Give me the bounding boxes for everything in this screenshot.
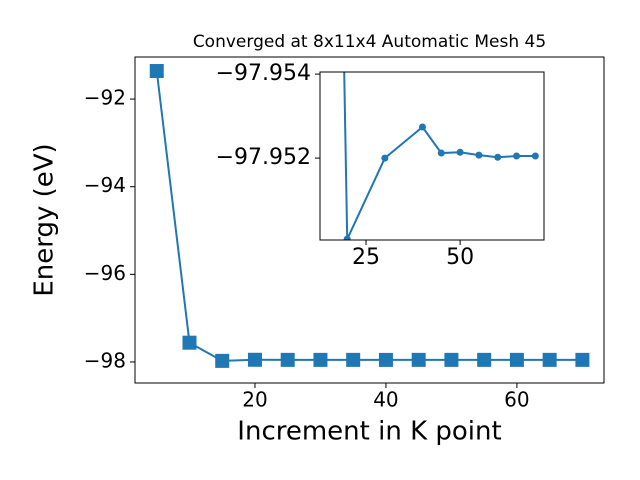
y-tick-label: −98 — [84, 348, 126, 372]
marker — [575, 352, 590, 367]
x-tick-label: 60 — [504, 388, 529, 412]
marker — [475, 151, 483, 159]
marker — [477, 352, 492, 367]
marker — [418, 123, 426, 131]
y-tick-label: −92 — [84, 86, 126, 110]
marker — [182, 335, 197, 350]
marker — [437, 149, 445, 157]
marker — [456, 148, 464, 156]
x-tick-label: 20 — [242, 388, 267, 412]
axes-frame — [319, 71, 545, 241]
marker — [346, 352, 361, 367]
x-tick-label: 25 — [352, 245, 380, 270]
marker — [531, 152, 539, 160]
marker — [215, 353, 230, 368]
marker — [513, 152, 521, 160]
marker — [509, 352, 524, 367]
y-tick-label: −94 — [84, 173, 126, 197]
x-tick-label: 40 — [373, 388, 398, 412]
marker — [313, 352, 328, 367]
y-tick-label: −97.952 — [216, 145, 311, 170]
marker — [542, 352, 557, 367]
y-tick-label: −96 — [84, 261, 126, 285]
y-tick-label: −97.954 — [216, 61, 311, 86]
axes-frame — [134, 56, 605, 384]
line — [343, 72, 536, 240]
x-axis-label: Increment in K point — [237, 417, 501, 447]
y-axis-label: Energy (eV) — [30, 143, 60, 296]
marker — [378, 352, 393, 367]
marker — [381, 154, 389, 162]
marker — [444, 352, 459, 367]
marker — [494, 153, 502, 161]
series-group — [149, 64, 590, 368]
x-tick-label: 50 — [446, 245, 474, 270]
chart-title: Converged at 8x11x4 Automatic Mesh 45 — [193, 32, 546, 52]
marker — [343, 235, 351, 240]
marker — [280, 352, 295, 367]
marker — [149, 64, 164, 79]
marker — [247, 352, 262, 367]
marker — [411, 352, 426, 367]
series-group — [343, 72, 539, 240]
